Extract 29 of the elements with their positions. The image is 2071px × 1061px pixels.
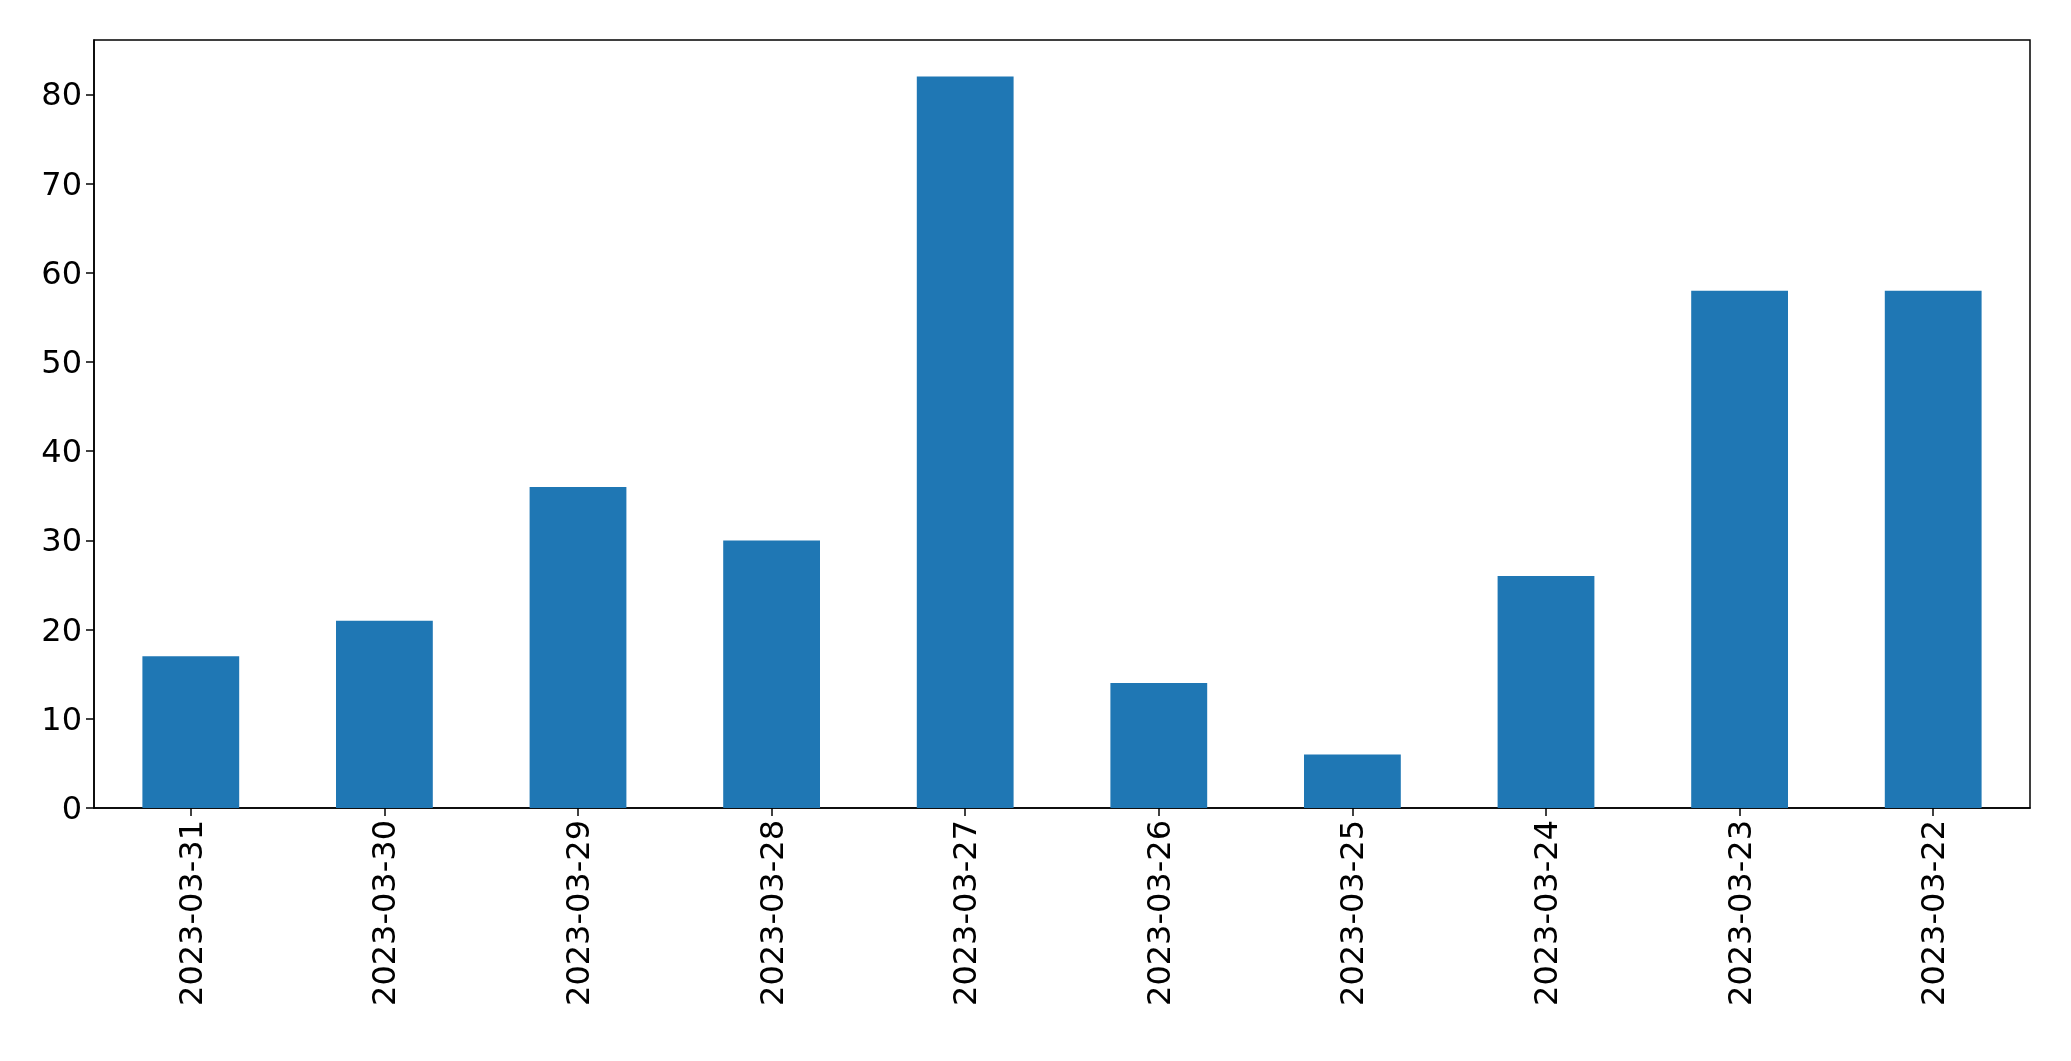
- y-tick-label: 70: [41, 164, 82, 203]
- x-tick-label: 2023-03-22: [1914, 820, 1953, 1006]
- bar: [723, 540, 820, 808]
- bar: [142, 656, 240, 808]
- x-tick-label: 2023-03-28: [752, 820, 791, 1006]
- bar: [1884, 290, 1982, 808]
- bar: [916, 76, 1014, 808]
- x-tick-label: 2023-03-23: [1720, 820, 1759, 1006]
- y-tick-label: 60: [41, 253, 82, 292]
- x-tick-label: 2023-03-31: [171, 820, 210, 1006]
- y-tick-label: 0: [61, 789, 82, 827]
- x-tick-label: 2023-03-27: [946, 820, 985, 1006]
- x-tick-label: 2023-03-29: [559, 820, 597, 1006]
- bar: [1110, 683, 1208, 808]
- bar: [336, 620, 433, 808]
- y-tick-label: 20: [41, 610, 82, 649]
- x-tick-label: 2023-03-25: [1333, 820, 1372, 1006]
- x-tick-label: 2023-03-30: [365, 820, 404, 1006]
- bar: [1691, 290, 1788, 808]
- bar: [529, 486, 627, 808]
- bar: [1497, 576, 1595, 808]
- x-tick-label: 2023-03-24: [1527, 820, 1565, 1006]
- bar: [1304, 754, 1401, 808]
- y-tick-label: 50: [41, 343, 82, 382]
- y-tick-label: 40: [41, 432, 82, 471]
- x-tick-label: 2023-03-26: [1139, 820, 1178, 1006]
- y-tick-label: 80: [41, 75, 82, 114]
- y-tick-label: 10: [41, 699, 82, 738]
- y-tick-label: 30: [41, 521, 82, 560]
